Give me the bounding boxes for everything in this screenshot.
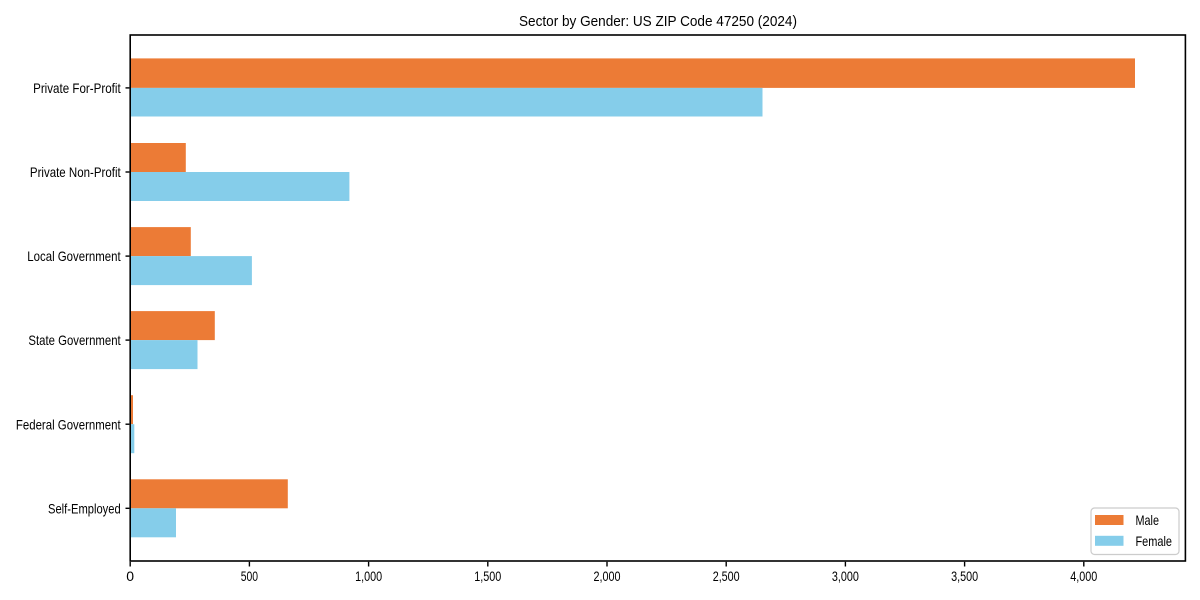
svg-text:1,500: 1,500 [474,568,501,584]
svg-text:2,000: 2,000 [594,568,621,584]
svg-text:Self-Employed: Self-Employed [48,500,121,516]
svg-text:500: 500 [241,568,258,584]
svg-text:Private For-Profit: Private For-Profit [33,80,121,96]
svg-text:State Government: State Government [28,332,120,348]
svg-text:4,000: 4,000 [1070,568,1097,584]
svg-text:Private Non-Profit: Private Non-Profit [30,164,121,180]
svg-text:Sector by Gender: US ZIP Code: Sector by Gender: US ZIP Code 47250 (202… [519,13,797,30]
svg-text:2,500: 2,500 [713,568,740,584]
svg-text:Female: Female [1136,533,1173,549]
svg-text:0: 0 [126,568,134,584]
svg-text:1,000: 1,000 [355,568,382,584]
svg-text:Male: Male [1136,512,1160,528]
svg-text:3,000: 3,000 [832,568,859,584]
svg-text:Local Government: Local Government [27,248,120,264]
svg-text:Federal Government: Federal Government [16,416,121,432]
svg-text:3,500: 3,500 [951,568,978,584]
